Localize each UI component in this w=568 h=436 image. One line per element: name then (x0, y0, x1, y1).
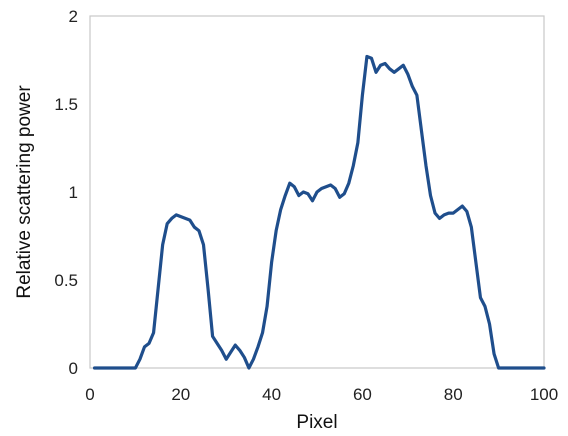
y-axis-label: Relative scattering power (14, 85, 35, 299)
series-line (92, 54, 546, 370)
plot-frame (89, 15, 545, 369)
y-tick-label: 0 (69, 359, 78, 378)
x-tick-label: 100 (530, 385, 558, 404)
y-tick-label: 2 (69, 7, 78, 26)
x-tick-label: 60 (353, 385, 372, 404)
y-tick-label: 1.5 (54, 95, 78, 114)
x-tick-label: 80 (444, 385, 463, 404)
x-tick-label: 20 (171, 385, 190, 404)
y-tick-label: 1 (69, 183, 78, 202)
x-tick-labels: 0 20 40 60 80 100 (85, 385, 558, 404)
x-tick-label: 40 (262, 385, 281, 404)
x-axis-label: Pixel (296, 412, 337, 433)
y-tick-label: 0.5 (54, 271, 78, 290)
x-tick-label: 0 (85, 385, 94, 404)
y-tick-labels: 0 0.5 1 1.5 2 (54, 7, 78, 378)
